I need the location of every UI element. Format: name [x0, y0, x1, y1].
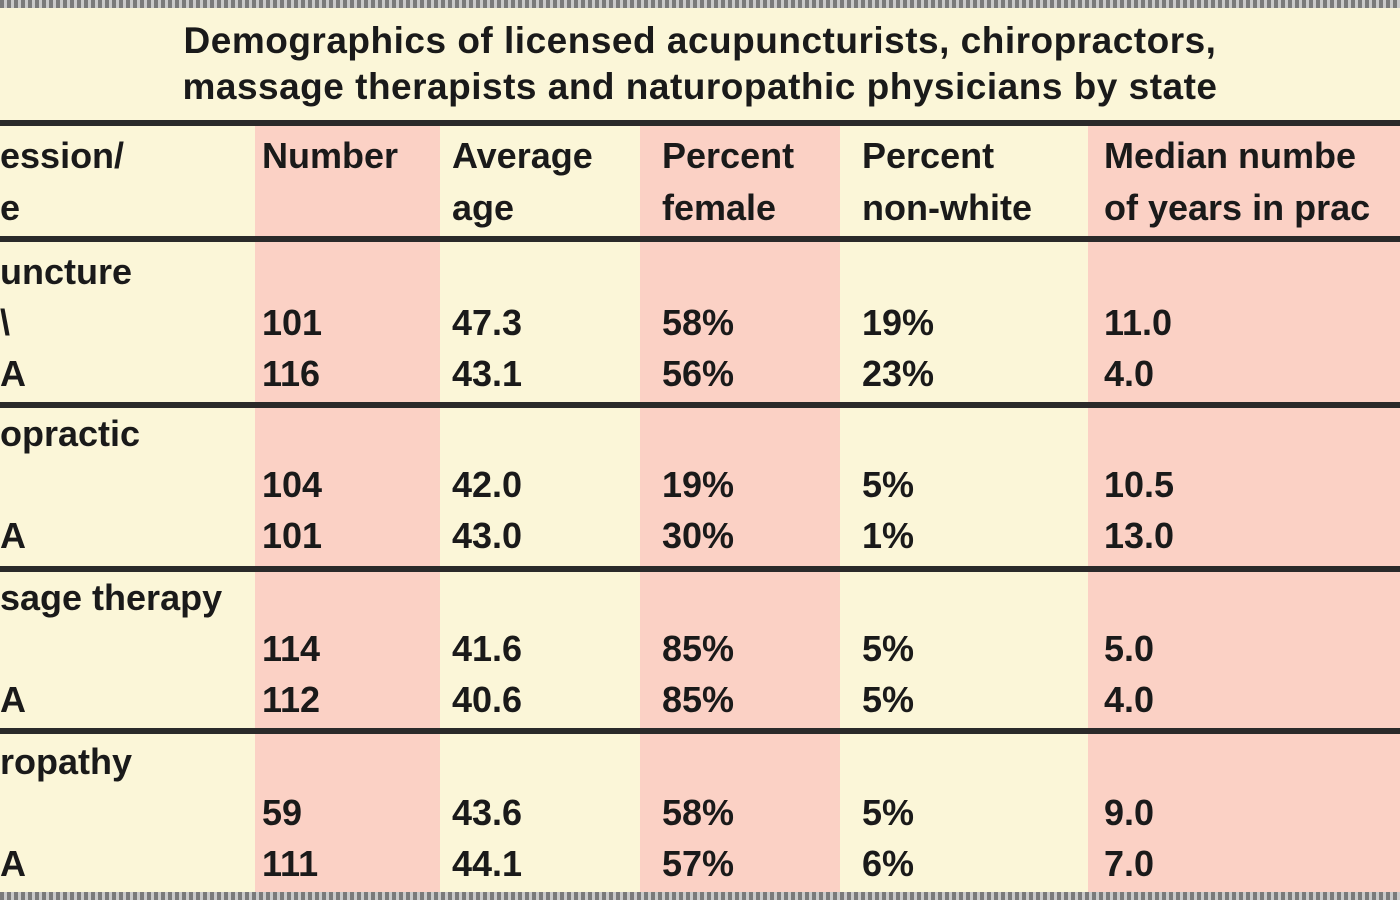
header-percent-nonwhite-line-1: Percent — [862, 135, 995, 176]
rule-group-1 — [0, 402, 1400, 408]
cell-average-age: 40.6 — [452, 679, 523, 720]
cell-median-years: 11.0 — [1104, 302, 1173, 343]
cell-state: \ — [0, 302, 11, 343]
header-average-age-line-2: age — [452, 187, 515, 228]
cell-median-years: 9.0 — [1104, 792, 1155, 833]
cell-state: A — [0, 679, 26, 720]
group-label: ropathy — [0, 741, 133, 782]
cell-number: 59 — [262, 792, 303, 833]
cell-median-years: 10.5 — [1104, 464, 1175, 505]
cell-percent-nonwhite: 23% — [862, 353, 935, 394]
title-line-2: massage therapists and naturopathic phys… — [182, 66, 1218, 107]
rule-group-2 — [0, 566, 1400, 572]
header-median-years-line-2: of years in prac — [1104, 187, 1371, 228]
header-median-years-line-1: Median numbe — [1104, 135, 1357, 176]
cell-percent-female: 58% — [662, 792, 735, 833]
cell-average-age: 43.6 — [452, 792, 523, 833]
cell-number: 111 — [262, 843, 319, 884]
cell-median-years: 13.0 — [1104, 515, 1175, 556]
header-percent-female-line-1: Percent — [662, 135, 795, 176]
band-number — [255, 124, 440, 900]
header-average-age-line-1: Average — [452, 135, 593, 176]
cell-number: 116 — [262, 353, 321, 394]
cell-median-years: 7.0 — [1104, 843, 1155, 884]
cell-percent-nonwhite: 19% — [862, 302, 935, 343]
title-line-1: Demographics of licensed acupuncturists,… — [183, 20, 1217, 61]
group-label: sage therapy — [0, 577, 223, 618]
cell-state: A — [0, 515, 26, 556]
header-profession: ession/ e — [0, 130, 124, 234]
cell-average-age: 44.1 — [452, 843, 523, 884]
rule-top — [0, 120, 1400, 126]
band-median — [1088, 124, 1400, 900]
header-median-years: Median numbe of years in prac — [1104, 130, 1370, 234]
cell-percent-nonwhite: 5% — [862, 464, 915, 505]
header-percent-nonwhite-line-2: non-white — [862, 187, 1032, 228]
cell-number: 104 — [262, 464, 323, 505]
cell-number: 112 — [262, 679, 321, 720]
cell-percent-female: 85% — [662, 679, 735, 720]
cell-percent-nonwhite: 6% — [862, 843, 915, 884]
header-profession-line-1: ession/ — [0, 135, 125, 176]
cell-number: 101 — [262, 515, 323, 556]
cell-number: 114 — [262, 628, 321, 669]
group-label: opractic — [0, 413, 141, 454]
header-percent-female: Percent female — [662, 130, 794, 234]
top-border — [0, 0, 1400, 8]
cell-median-years: 4.0 — [1104, 353, 1155, 394]
header-percent-nonwhite: Percent non-white — [862, 130, 1032, 234]
cell-percent-female: 56% — [662, 353, 735, 394]
cell-state: A — [0, 843, 26, 884]
cell-percent-nonwhite: 5% — [862, 679, 915, 720]
rule-header — [0, 236, 1400, 242]
cell-average-age: 41.6 — [452, 628, 523, 669]
cell-average-age: 43.1 — [452, 353, 523, 394]
cell-percent-female: 85% — [662, 628, 735, 669]
header-number: Number — [262, 130, 398, 182]
bottom-border — [0, 892, 1400, 900]
cell-percent-female: 30% — [662, 515, 735, 556]
cell-percent-female: 58% — [662, 302, 735, 343]
cell-percent-female: 57% — [662, 843, 735, 884]
header-percent-female-line-2: female — [662, 187, 777, 228]
cell-number: 101 — [262, 302, 323, 343]
cell-median-years: 5.0 — [1104, 628, 1155, 669]
header-average-age: Average age — [452, 130, 593, 234]
cell-percent-nonwhite: 5% — [862, 628, 915, 669]
band-female — [640, 124, 840, 900]
cell-average-age: 42.0 — [452, 464, 523, 505]
cell-median-years: 4.0 — [1104, 679, 1155, 720]
cell-state: A — [0, 353, 26, 394]
cell-percent-female: 19% — [662, 464, 735, 505]
table-title: Demographics of licensed acupuncturists,… — [0, 12, 1400, 120]
cell-percent-nonwhite: 1% — [862, 515, 915, 556]
cell-average-age: 43.0 — [452, 515, 523, 556]
cell-percent-nonwhite: 5% — [862, 792, 915, 833]
header-profession-line-2: e — [0, 187, 21, 228]
group-label: uncture — [0, 251, 133, 292]
cell-average-age: 47.3 — [452, 302, 523, 343]
header-number-line-1: Number — [262, 135, 399, 176]
rule-group-3 — [0, 728, 1400, 734]
